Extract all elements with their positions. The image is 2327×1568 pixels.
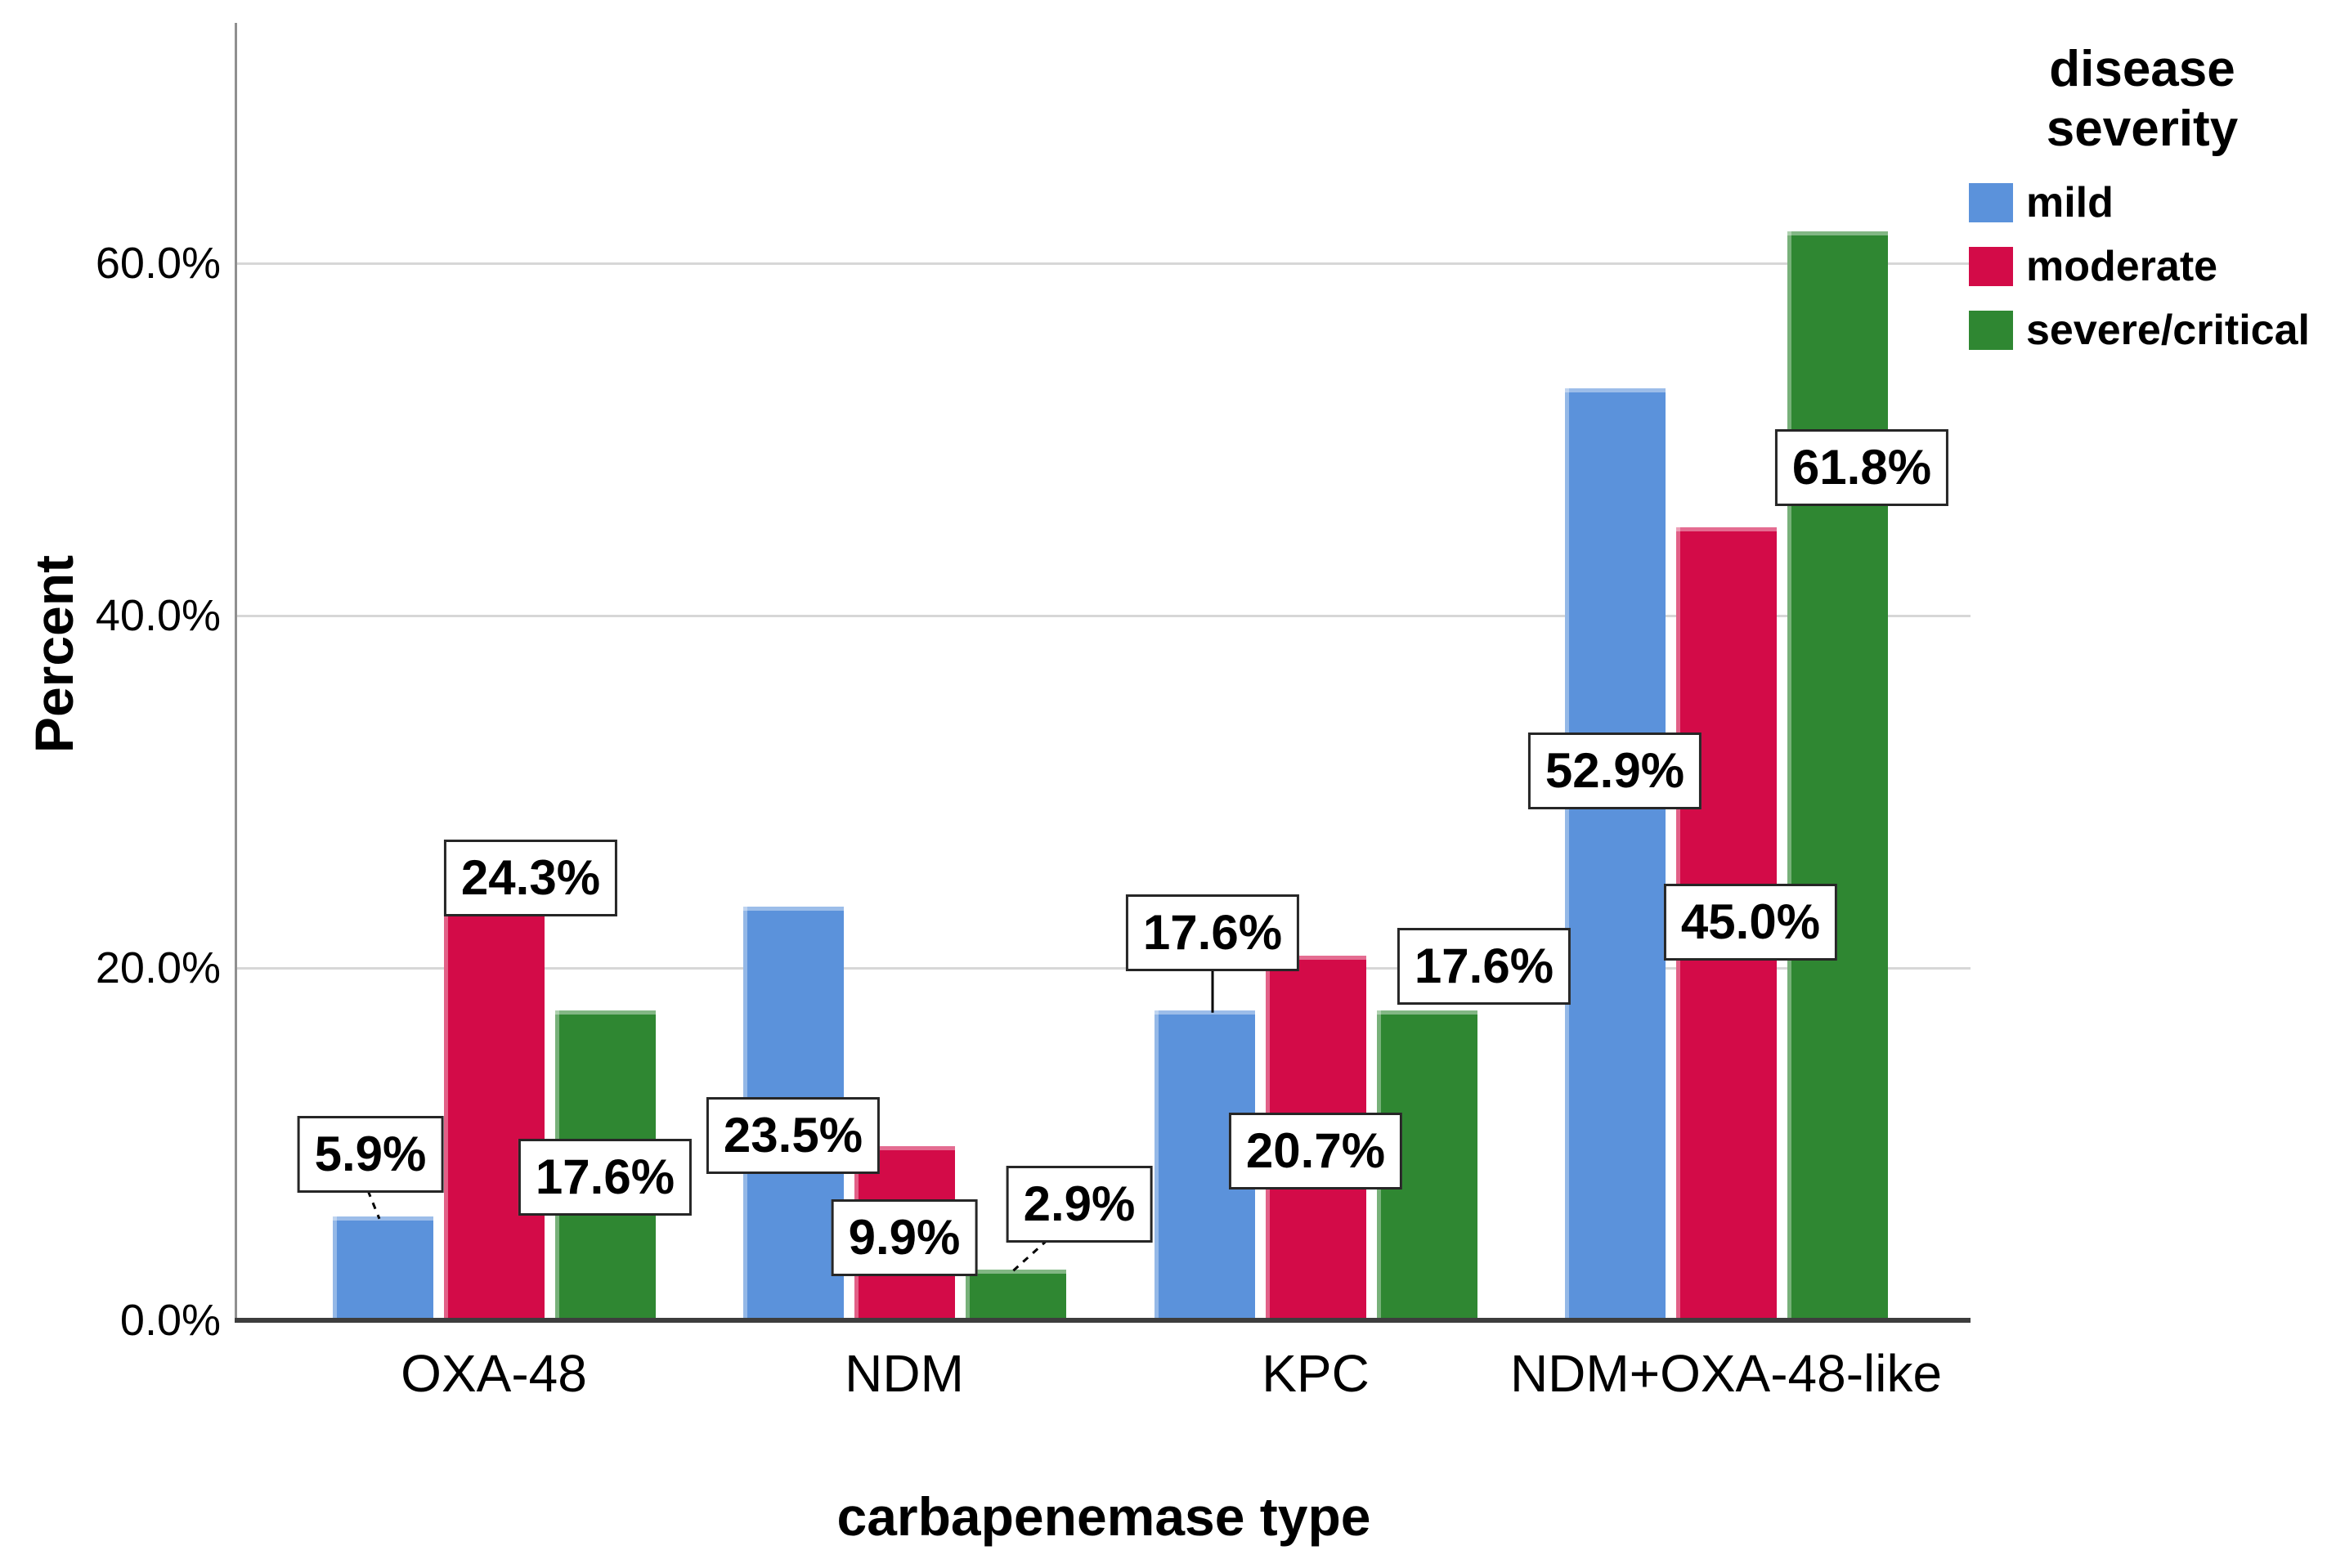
data-label: 61.8% <box>1774 428 1949 506</box>
legend-item-mild: mild <box>1969 181 2316 224</box>
data-label: 17.6% <box>1397 927 1572 1005</box>
x-axis-line <box>235 1318 1971 1323</box>
legend-item-moderate: moderate <box>1969 245 2316 288</box>
bar-severe-critical-ndm <box>965 1269 1066 1320</box>
category-label: NDM+OXA-48-like <box>1509 1344 1943 1403</box>
y-axis-line <box>235 23 237 1320</box>
x-axis-title: carbapenemase type <box>836 1486 1371 1547</box>
bar-moderate-oxa-48 <box>443 892 545 1320</box>
y-tick-label: 60.0% <box>95 239 221 288</box>
bar-mild-ndm-oxa-48-like <box>1564 388 1666 1320</box>
severe-critical-color-swatch <box>1969 311 2013 351</box>
data-label: 17.6% <box>518 1139 693 1216</box>
legend-item-severe-critical: severe/critical <box>1969 309 2316 352</box>
legend-item-label: severe/critical <box>2026 307 2310 355</box>
leader-line <box>1011 1239 1049 1273</box>
gridline-40 <box>235 615 1971 617</box>
data-label: 9.9% <box>831 1198 978 1276</box>
data-label: 23.5% <box>706 1096 881 1174</box>
data-label: 17.6% <box>1125 894 1300 971</box>
category-label: OXA-48 <box>401 1344 587 1403</box>
data-label: 52.9% <box>1527 732 1702 809</box>
category-label: KPC <box>1262 1344 1370 1403</box>
mild-color-swatch <box>1969 183 2013 223</box>
category-label: NDM <box>845 1344 964 1403</box>
data-label: 20.7% <box>1228 1113 1403 1190</box>
data-label: 45.0% <box>1663 883 1838 961</box>
data-label: 5.9% <box>297 1116 444 1194</box>
leader-line <box>366 1189 381 1220</box>
legend-item-label: moderate <box>2026 243 2218 291</box>
legend-title: disease severity <box>2046 41 2239 158</box>
data-label: 2.9% <box>1006 1165 1153 1243</box>
bar-severe-critical-ndm-oxa-48-like <box>1787 231 1888 1320</box>
y-axis-title: Percent <box>24 554 84 754</box>
legend-item-label: mild <box>2026 179 2114 227</box>
y-tick-label: 40.0% <box>95 591 221 640</box>
data-label: 24.3% <box>443 840 618 917</box>
y-tick-label: 0.0% <box>119 1296 221 1345</box>
gridline-60 <box>235 262 1971 265</box>
moderate-color-swatch <box>1969 247 2013 287</box>
legend: disease severity mild moderate severe/cr… <box>1969 39 2316 373</box>
y-tick-label: 20.0% <box>95 943 221 992</box>
bar-mild-oxa-48 <box>332 1216 433 1320</box>
gridline-20 <box>235 967 1971 970</box>
